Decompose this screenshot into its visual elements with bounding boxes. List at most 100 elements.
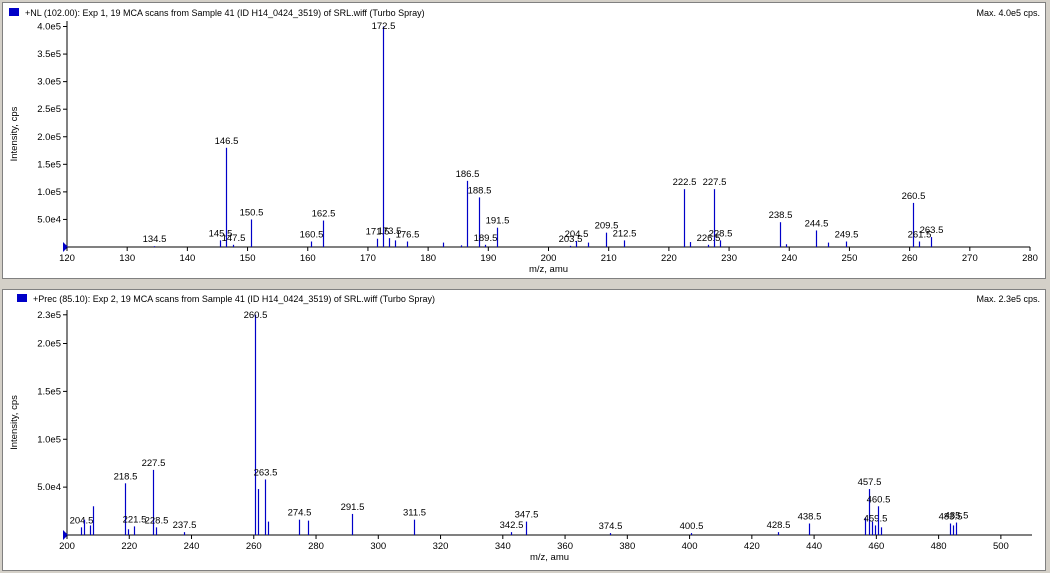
spectrum-chart-1: +NL (102.00): Exp 1, 19 MCA scans from S…	[9, 8, 1040, 275]
peak-label: 260.5	[902, 191, 926, 202]
peak-label: 237.5	[173, 520, 197, 531]
peak-label: 204.5	[565, 229, 589, 240]
peak-label: 342.5	[500, 520, 524, 531]
y-tick-label: 1.0e5	[37, 187, 61, 198]
y-tick-label: 1.5e5	[37, 386, 61, 397]
x-tick-label: 480	[931, 541, 947, 552]
peak-label: 238.5	[769, 210, 793, 221]
peak-label: 212.5	[613, 228, 637, 239]
x-tick-label: 440	[806, 541, 822, 552]
max-intensity-label: Max. 4.0e5 cps.	[976, 8, 1040, 18]
peak-label: 173.5	[378, 226, 402, 237]
x-tick-label: 260	[246, 541, 262, 552]
x-tick-label: 150	[240, 253, 256, 264]
peak-label: 311.5	[403, 508, 426, 519]
x-tick-label: 280	[308, 541, 324, 552]
peak-label: 171.5	[366, 227, 390, 238]
peak-label: 221.5	[123, 514, 147, 525]
peak-label: 249.5	[835, 229, 859, 240]
x-tick-label: 200	[541, 253, 557, 264]
peak-label: 204.5	[70, 515, 94, 526]
peak-label: 189.5	[474, 233, 498, 244]
x-tick-label: 500	[993, 541, 1009, 552]
y-tick-label: 3.0e5	[37, 77, 61, 88]
x-tick-label: 280	[1022, 253, 1038, 264]
y-tick-label: 1.5e5	[37, 159, 61, 170]
peak-label: 438.5	[798, 512, 822, 523]
peak-label: 160.5	[300, 229, 324, 240]
x-tick-label: 230	[721, 253, 737, 264]
x-tick-label: 220	[121, 541, 137, 552]
x-tick-label: 130	[119, 253, 135, 264]
peak-label: 209.5	[595, 221, 619, 232]
y-tick-label: 2.0e5	[37, 339, 61, 350]
x-tick-label: 460	[868, 541, 884, 552]
peak-label: 218.5	[114, 471, 138, 482]
y-tick-label: 5.0e4	[37, 214, 61, 225]
peak-label: 291.5	[341, 502, 365, 513]
peak-label: 226.5	[697, 233, 721, 244]
x-tick-label: 210	[601, 253, 617, 264]
x-tick-label: 250	[842, 253, 858, 264]
peak-label: 263.5	[254, 467, 278, 478]
peak-label: 457.5	[858, 477, 882, 488]
x-tick-label: 180	[420, 253, 436, 264]
peak-label: 260.5	[244, 310, 268, 321]
peak-label: 228.5	[145, 515, 169, 526]
peak-label: 483.5	[939, 512, 963, 523]
peak-label: 203.5	[559, 234, 583, 245]
peak-label: 274.5	[288, 508, 312, 519]
x-tick-label: 360	[557, 541, 573, 552]
y-tick-label: 1.0e5	[37, 434, 61, 445]
x-tick-label: 340	[495, 541, 511, 552]
peak-label: 347.5	[515, 510, 539, 521]
x-tick-label: 270	[962, 253, 978, 264]
peak-label: 459.5	[864, 513, 888, 524]
peak-label: 188.5	[468, 185, 492, 196]
peak-label: 227.5	[703, 177, 727, 188]
peak-label: 150.5	[240, 207, 264, 218]
pane-splitter[interactable]	[0, 280, 1050, 288]
x-tick-label: 240	[184, 541, 200, 552]
pane-title: +NL (102.00): Exp 1, 19 MCA scans from S…	[25, 8, 425, 18]
x-tick-label: 140	[179, 253, 195, 264]
x-tick-label: 420	[744, 541, 760, 552]
y-tick-label: 2.0e5	[37, 132, 61, 143]
x-tick-label: 400	[682, 541, 698, 552]
origin-marker	[63, 242, 68, 252]
y-tick-label: 3.5e5	[37, 49, 61, 60]
x-tick-label: 170	[360, 253, 376, 264]
peak-label: 263.5	[920, 225, 944, 236]
spectrum-pane-2: +Prec (85.10): Exp 2, 19 MCA scans from …	[2, 289, 1046, 571]
y-axis-title: Intensity, cps	[9, 106, 20, 161]
y-axis-title: Intensity, cps	[9, 395, 20, 450]
peak-label: 222.5	[673, 177, 697, 188]
origin-marker	[63, 530, 68, 540]
peak-label: 261.5	[908, 229, 932, 240]
max-intensity-label: Max. 2.3e5 cps.	[976, 294, 1040, 304]
x-tick-label: 190	[480, 253, 496, 264]
peak-label: 460.5	[867, 494, 891, 505]
x-axis-title: m/z, amu	[529, 264, 568, 275]
y-tick-label: 2.3e5	[37, 310, 61, 321]
peak-label: 146.5	[215, 136, 239, 147]
x-tick-label: 220	[661, 253, 677, 264]
spectrum-chart-2: +Prec (85.10): Exp 2, 19 MCA scans from …	[9, 294, 1040, 563]
pane-title: +Prec (85.10): Exp 2, 19 MCA scans from …	[33, 294, 435, 304]
peak-label: 400.5	[680, 521, 704, 532]
trace-color-swatch	[17, 294, 27, 302]
peak-label: 428.5	[767, 520, 791, 531]
peak-label: 172.5	[372, 21, 396, 32]
peak-label: 186.5	[456, 169, 480, 180]
peak-label: 162.5	[312, 209, 336, 220]
x-tick-label: 300	[370, 541, 386, 552]
trace-color-swatch	[9, 8, 19, 16]
x-tick-label: 320	[433, 541, 449, 552]
peak-label: 147.5	[222, 233, 246, 244]
x-tick-label: 260	[902, 253, 918, 264]
y-tick-label: 2.5e5	[37, 104, 61, 115]
peak-label: 244.5	[805, 218, 829, 229]
peak-label: 145.5	[209, 228, 233, 239]
x-tick-label: 240	[781, 253, 797, 264]
x-axis-title: m/z, amu	[530, 552, 569, 563]
